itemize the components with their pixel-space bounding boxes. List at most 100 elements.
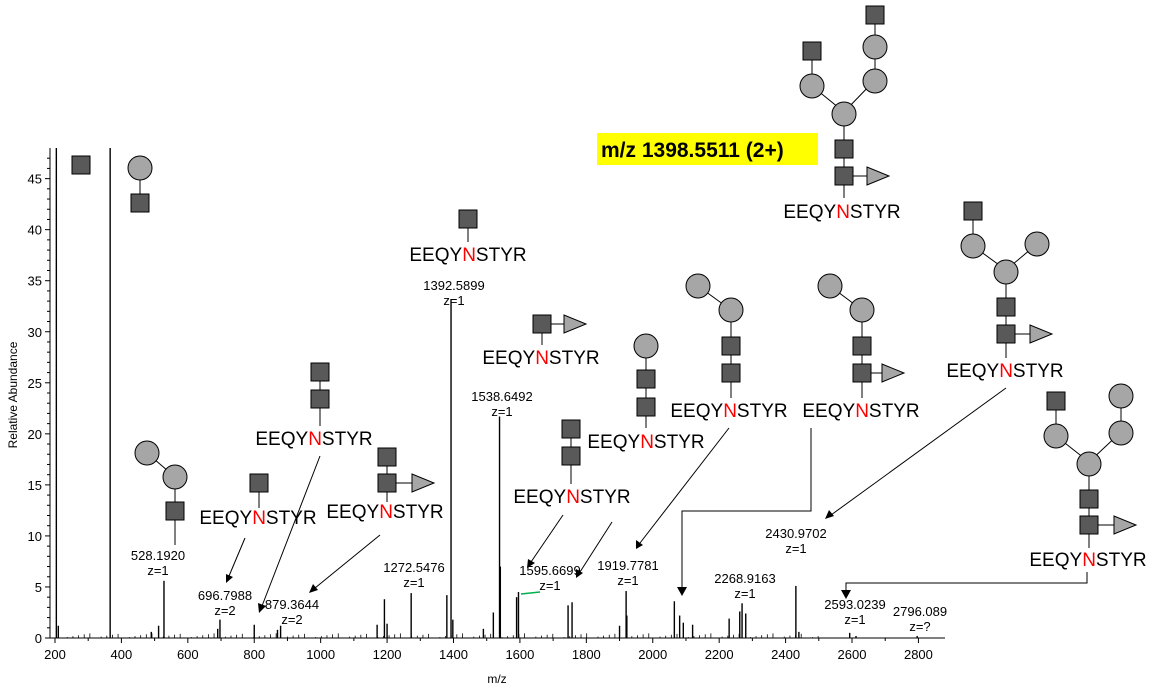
sequence-prefix: EEQY <box>670 401 723 422</box>
peptide-sequence-label: EEQYNSTYR <box>255 429 372 450</box>
hexnac-square-icon <box>458 209 478 229</box>
x-axis-title: m/z <box>487 672 506 686</box>
glycan-2081 <box>817 273 906 398</box>
y-tick-label: 40 <box>28 223 42 238</box>
x-tick-label: 1600 <box>505 647 534 662</box>
glycan-879-b <box>377 447 436 502</box>
sequence-prefix: EEQY <box>587 432 640 453</box>
y-tick-label: 0 <box>35 631 42 646</box>
sequence-suffix: STYR <box>549 348 600 369</box>
glycosite-residue: N <box>308 429 322 450</box>
hexnac-square-icon <box>852 363 872 383</box>
glycan-1919 <box>685 273 744 398</box>
x-tick-label: 2000 <box>638 647 667 662</box>
glycan-1595 <box>561 419 581 484</box>
arrowhead-1595 <box>527 559 535 568</box>
x-tick-label: 1400 <box>439 647 468 662</box>
hex-circle-icon <box>831 101 857 127</box>
x-tick-label: 800 <box>243 647 265 662</box>
peptide-sequence-label: EEQYNSTYR <box>513 487 630 508</box>
glycosite-residue: N <box>836 202 850 223</box>
sequence-prefix: EEQY <box>409 245 462 266</box>
hex-circle-icon <box>685 273 711 299</box>
glycosite-residue: N <box>640 432 654 453</box>
x-tick-label: 1800 <box>572 647 601 662</box>
hexnac-square-icon <box>130 193 150 213</box>
glycan-precursor <box>799 5 891 198</box>
hexnac-square-icon <box>721 363 741 383</box>
peak-charge-label: z=1 <box>844 612 865 627</box>
hexnac-square-icon <box>802 41 822 61</box>
hexnac-square-icon <box>996 324 1016 344</box>
arrow-696 <box>228 537 246 577</box>
y-tick-label: 25 <box>28 376 42 391</box>
fucose-triangle-icon <box>881 363 906 383</box>
peak-mz-label: 696.7988 <box>198 588 252 603</box>
sequence-suffix: STYR <box>1013 361 1064 382</box>
hex-circle-icon <box>862 68 888 94</box>
y-tick-label: 45 <box>28 172 42 187</box>
arrow-879-b <box>314 534 381 589</box>
sequence-prefix: EEQY <box>946 361 999 382</box>
y-tick-label: 30 <box>28 325 42 340</box>
arrow-2593 <box>845 572 1088 592</box>
glycan-1538 <box>532 314 588 345</box>
hexnac-square-icon <box>852 336 872 356</box>
hexnac-square-icon <box>532 314 552 334</box>
hexnac-square-icon <box>377 473 397 493</box>
x-tick-label: 200 <box>44 647 66 662</box>
arrowhead-1757 <box>576 569 583 578</box>
arrow-1595 <box>530 514 564 563</box>
peptide-sequence-label: EEQYNSTYR <box>783 202 900 223</box>
chart-title: m/z 1398.5511 (2+) <box>601 139 784 162</box>
arrowhead-696 <box>226 574 233 583</box>
peak-mz-label: 1392.5899 <box>423 278 484 293</box>
peptide-sequence-label: EEQYNSTYR <box>587 432 704 453</box>
glycan-1392 <box>458 209 478 242</box>
peak-mz-label: 1272.5476 <box>383 560 444 575</box>
peptide-sequence-label: EEQYNSTYR <box>326 502 443 523</box>
fucose-triangle-icon <box>411 473 436 493</box>
peak-mz-label: 528.1920 <box>131 548 185 563</box>
hexnac-square-icon <box>963 201 983 221</box>
x-tick-label: 2800 <box>904 647 933 662</box>
peptide-sequence-label: EEQYNSTYR <box>409 245 526 266</box>
hexnac-square-icon <box>561 419 581 439</box>
sequence-suffix: STYR <box>737 401 788 422</box>
peak-charge-label: z=1 <box>491 404 512 419</box>
sequence-suffix: STYR <box>322 429 373 450</box>
peak-mz-label: 2268.9163 <box>714 571 775 586</box>
sequence-prefix: EEQY <box>482 348 535 369</box>
peptide-sequence-label: EEQYNSTYR <box>199 508 316 529</box>
hexnac-square-icon <box>996 297 1016 317</box>
sequence-suffix: STYR <box>393 502 444 523</box>
hexnac-square-icon <box>165 501 185 521</box>
arrowhead-1919 <box>636 540 643 549</box>
y-tick-label: 20 <box>28 427 42 442</box>
sequence-prefix: EEQY <box>326 502 379 523</box>
hexnac-square-icon <box>721 336 741 356</box>
hexnac-square-icon <box>1046 391 1066 411</box>
x-tick-label: 600 <box>177 647 199 662</box>
peak-charge-label: z=1 <box>403 575 424 590</box>
arrowhead-2593 <box>841 590 851 599</box>
x-tick-label: 1000 <box>306 647 335 662</box>
hex-circle-icon <box>1108 420 1134 446</box>
hex-circle-icon <box>633 333 659 359</box>
hexnac-square-icon <box>1079 489 1099 509</box>
sequence-suffix: STYR <box>266 508 317 529</box>
peak-charge-label: z=1 <box>734 586 755 601</box>
peptide-sequence-label: EEQYNSTYR <box>482 348 599 369</box>
peak-charge-label: z=1 <box>785 541 806 556</box>
x-tick-label: 2200 <box>705 647 734 662</box>
glycosite-residue: N <box>999 361 1013 382</box>
hex-circle-icon <box>817 273 843 299</box>
glycosite-residue: N <box>855 401 869 422</box>
sequence-suffix: STYR <box>476 245 527 266</box>
sequence-suffix: STYR <box>580 487 631 508</box>
peak-mz-label: 1919.7781 <box>597 558 658 573</box>
peak-mz-label: 1595.6699 <box>519 563 580 578</box>
y-tick-label: 35 <box>28 274 42 289</box>
hexnac-square-icon <box>834 139 854 159</box>
hex-circle-icon <box>162 464 188 490</box>
